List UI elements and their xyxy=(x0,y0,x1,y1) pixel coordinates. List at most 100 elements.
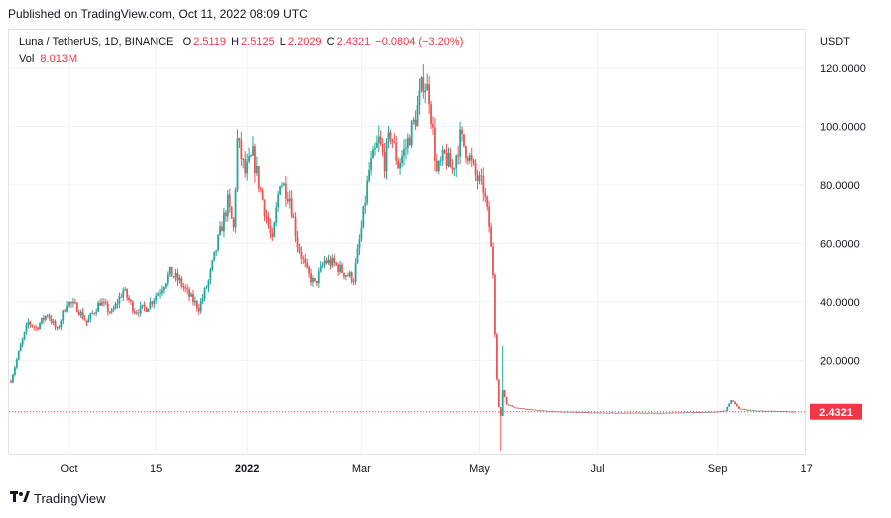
candle-body xyxy=(447,152,450,166)
candle-body xyxy=(257,166,260,188)
candle-body xyxy=(718,411,721,413)
candle-body xyxy=(379,136,382,145)
candle-body xyxy=(99,302,101,306)
candle-body xyxy=(463,134,465,147)
candle-body xyxy=(335,262,338,265)
candle-body xyxy=(46,315,49,317)
candle-body xyxy=(426,83,429,91)
candle-body xyxy=(360,227,363,240)
candle-body xyxy=(536,410,539,412)
tradingview-logo-icon xyxy=(10,491,30,506)
candle-body xyxy=(705,411,707,413)
candle-body xyxy=(327,259,330,264)
last-price-tag-label: 2.4321 xyxy=(819,407,853,419)
candle-body xyxy=(778,411,781,413)
candle-body xyxy=(399,162,401,169)
candle-body xyxy=(422,77,425,93)
candle-body xyxy=(341,264,343,273)
candle-body xyxy=(687,412,690,414)
candle-body xyxy=(232,218,235,228)
footer-brand[interactable]: TradingView xyxy=(10,491,106,506)
candle-body xyxy=(406,137,409,148)
candle-body xyxy=(515,407,518,409)
currency-label[interactable]: USDT xyxy=(820,36,850,48)
candle-body xyxy=(658,412,661,414)
candle-body xyxy=(619,412,622,414)
candle-body xyxy=(492,246,494,276)
candle-body xyxy=(164,283,167,288)
candle-body xyxy=(128,297,130,301)
candle-body xyxy=(130,300,132,302)
candle-body xyxy=(585,412,587,413)
price-axis-labels: 120.0000 100.0000 80.0000 60.0000 40.0000 20.… xyxy=(820,63,866,367)
candle-body xyxy=(37,327,40,330)
candle-body xyxy=(114,303,117,309)
candle-body xyxy=(265,216,268,218)
candle-body xyxy=(126,289,129,298)
candle-body xyxy=(505,397,508,405)
candle-body xyxy=(408,137,411,146)
last-price-tag xyxy=(810,403,862,420)
open-value: 2.5119 xyxy=(193,36,227,48)
candle-body xyxy=(145,307,148,312)
candle-body xyxy=(155,296,158,301)
candle-body xyxy=(484,192,487,197)
candle-body xyxy=(325,260,328,264)
candle-body xyxy=(565,411,568,413)
candle-body xyxy=(530,409,533,411)
candle-body xyxy=(455,155,458,169)
candle-body xyxy=(567,411,570,413)
candle-body xyxy=(501,389,504,416)
candle-body xyxy=(83,318,86,321)
candle-body xyxy=(41,317,43,324)
brand-name: TradingView xyxy=(34,491,106,506)
volume-label[interactable]: Vol xyxy=(19,53,35,65)
candle-body xyxy=(344,275,347,277)
candle-body xyxy=(39,323,41,330)
candle-body xyxy=(753,410,756,412)
candle-body xyxy=(33,326,36,328)
candle-body xyxy=(637,412,640,414)
candle-body xyxy=(598,412,601,414)
candle-body xyxy=(294,217,297,237)
price-tick-label: 100.0000 xyxy=(820,121,866,133)
candle-body xyxy=(290,198,293,217)
candle-body xyxy=(664,412,667,414)
time-tick-label: Mar xyxy=(352,463,371,475)
candle-body xyxy=(786,411,789,413)
candle-body xyxy=(499,407,502,416)
candle-body xyxy=(555,411,558,413)
candle-body xyxy=(395,142,398,161)
candle-body xyxy=(538,410,541,412)
candle-body xyxy=(676,412,678,414)
candle-body xyxy=(614,412,616,414)
candle-body xyxy=(87,318,90,323)
candle-body xyxy=(519,408,522,409)
candle-body xyxy=(354,263,357,282)
candle-body xyxy=(768,410,771,412)
candle-body xyxy=(445,152,448,166)
symbol-name[interactable]: Luna / TetherUS, 1D, BINANCE xyxy=(19,36,174,48)
candle-body xyxy=(443,150,446,153)
candle-body xyxy=(526,409,529,410)
candle-body xyxy=(627,412,630,414)
candle-body xyxy=(273,222,276,237)
candle-body xyxy=(465,146,467,159)
candle-body xyxy=(766,411,769,412)
candle-body xyxy=(540,410,543,412)
candle-body xyxy=(267,217,270,226)
candle-body xyxy=(720,411,723,412)
price-tick-label: 80.0000 xyxy=(820,180,860,192)
candle-body xyxy=(248,156,251,162)
candle-body xyxy=(199,301,202,312)
candle-body xyxy=(75,302,78,313)
candle-body xyxy=(734,401,736,404)
time-tick-label: 2022 xyxy=(235,463,259,475)
candle-body xyxy=(323,260,326,265)
candle-body xyxy=(695,412,698,413)
candle-body xyxy=(10,380,12,383)
time-axis-labels: Oct 15 2022 Mar May Jul Sep 17 xyxy=(61,463,813,475)
candle-body xyxy=(575,412,578,413)
candle-body xyxy=(203,288,206,298)
